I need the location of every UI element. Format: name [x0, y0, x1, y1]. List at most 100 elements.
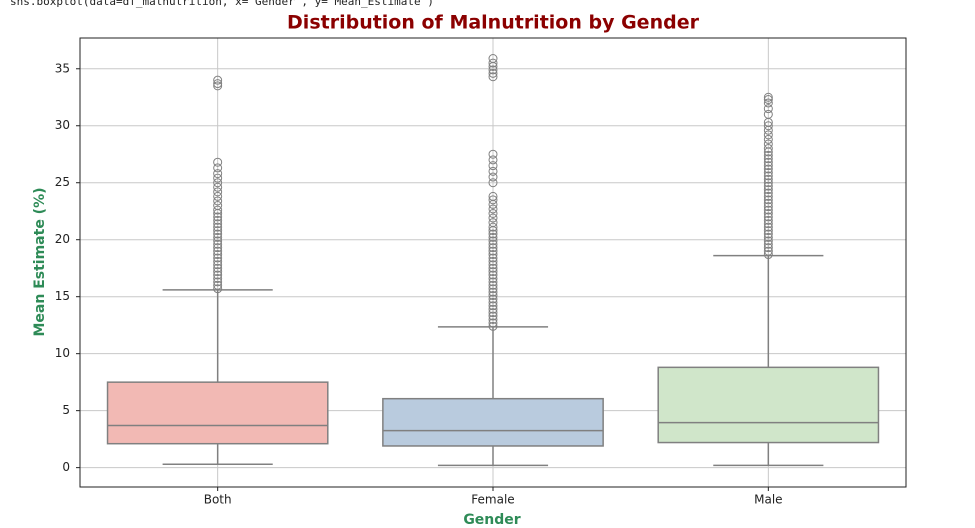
- outlier: [488, 270, 498, 280]
- outlier: [763, 188, 773, 198]
- outlier: [763, 198, 773, 208]
- outlier: [763, 150, 773, 160]
- outlier: [488, 65, 498, 75]
- outlier: [213, 222, 223, 232]
- outlier: [488, 267, 498, 277]
- outlier: [488, 311, 498, 321]
- outlier: [763, 191, 773, 201]
- outlier: [488, 273, 498, 283]
- outlier: [763, 121, 773, 131]
- outlier: [488, 208, 498, 218]
- outlier: [763, 202, 773, 212]
- outlier: [488, 58, 498, 68]
- outlier: [763, 229, 773, 239]
- outlier: [488, 256, 498, 266]
- y-tick-label: 30: [55, 118, 70, 132]
- outlier: [213, 178, 223, 188]
- outlier: [488, 250, 498, 260]
- outlier: [488, 243, 498, 253]
- outlier: [488, 72, 498, 82]
- outlier: [763, 95, 773, 105]
- outlier: [763, 139, 773, 149]
- outlier: [213, 273, 223, 283]
- y-axis-label: Mean Estimate (%): [32, 187, 48, 336]
- outlier: [488, 178, 498, 188]
- outlier: [763, 130, 773, 140]
- box: [657, 366, 880, 444]
- outlier: [763, 157, 773, 167]
- outlier: [488, 253, 498, 263]
- outlier: [488, 204, 498, 214]
- outlier: [213, 256, 223, 266]
- x-tick-label: Female: [471, 493, 514, 507]
- y-tick-label: 20: [55, 232, 70, 246]
- outlier: [488, 308, 498, 318]
- outlier: [488, 260, 498, 270]
- outlier: [763, 174, 773, 184]
- outlier: [213, 79, 223, 89]
- outlier: [763, 109, 773, 119]
- outlier: [213, 243, 223, 253]
- chart-title: Distribution of Malnutrition by Gender: [287, 12, 700, 34]
- y-tick-label: 35: [55, 61, 70, 75]
- outlier: [763, 161, 773, 171]
- outlier: [763, 215, 773, 225]
- outlier: [763, 222, 773, 232]
- outlier: [763, 219, 773, 229]
- outlier: [488, 149, 498, 159]
- outlier: [763, 178, 773, 188]
- outlier: [488, 321, 498, 331]
- outlier: [763, 239, 773, 249]
- outlier: [763, 104, 773, 114]
- outlier: [213, 163, 223, 173]
- outlier: [213, 236, 223, 246]
- outlier: [213, 187, 223, 197]
- outlier: [213, 157, 223, 167]
- outlier: [213, 229, 223, 239]
- outlier: [213, 212, 223, 222]
- outlier: [763, 98, 773, 108]
- outlier: [763, 226, 773, 236]
- outlier: [763, 205, 773, 215]
- outlier: [763, 212, 773, 222]
- outlier: [488, 155, 498, 165]
- outlier: [213, 253, 223, 263]
- outlier: [213, 81, 223, 91]
- outlier: [763, 195, 773, 205]
- plot-frame: [79, 37, 907, 488]
- outlier: [763, 154, 773, 164]
- x-axis-label: Gender: [463, 512, 520, 528]
- outlier: [213, 277, 223, 287]
- outlier: [213, 226, 223, 236]
- outlier: [488, 232, 498, 242]
- outlier: [763, 144, 773, 154]
- outlier: [488, 294, 498, 304]
- outlier: [213, 191, 223, 201]
- outlier: [213, 284, 223, 294]
- y-tick-label: 5: [62, 403, 70, 417]
- outlier: [213, 169, 223, 179]
- outlier: [488, 161, 498, 171]
- outlier: [488, 218, 498, 228]
- outlier: [213, 205, 223, 215]
- outlier: [488, 172, 498, 182]
- outlier: [213, 270, 223, 280]
- outlier: [488, 297, 498, 307]
- outlier: [213, 239, 223, 249]
- outlier: [488, 54, 498, 64]
- code-line: sns.boxplot(data=df_malnutrition, x='Gen…: [10, 0, 434, 8]
- outlier: [763, 208, 773, 218]
- outlier: [763, 185, 773, 195]
- outlier: [213, 196, 223, 206]
- box: [382, 397, 604, 447]
- box: [106, 381, 329, 445]
- x-tick-label: Male: [754, 493, 782, 507]
- outlier: [213, 250, 223, 260]
- outlier: [488, 213, 498, 223]
- outlier: [213, 182, 223, 192]
- outlier: [488, 318, 498, 328]
- outlier: [488, 222, 498, 232]
- y-tick-label: 25: [55, 175, 70, 189]
- outlier: [763, 181, 773, 191]
- outlier: [488, 301, 498, 311]
